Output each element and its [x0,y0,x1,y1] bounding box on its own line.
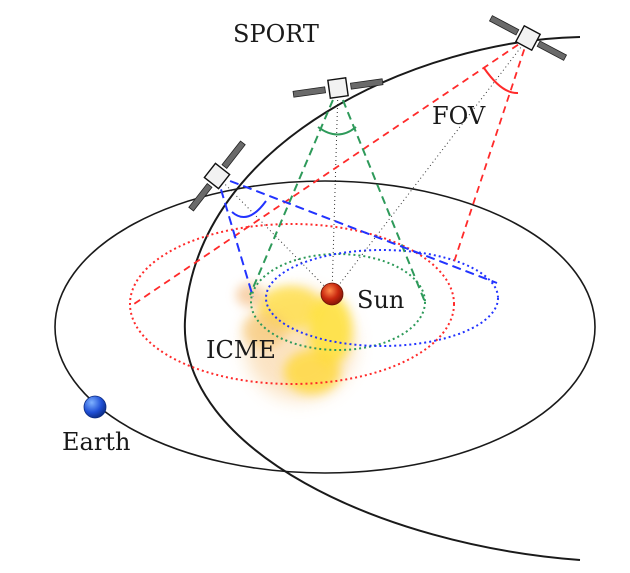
earth-label: Earth [62,428,130,456]
red-fov-angle-arc [483,67,519,95]
sightlines [216,37,529,295]
sport-orbit [183,36,581,561]
green-fov-ellipse [250,253,426,351]
green-fov-angle-arc [317,126,357,136]
sun-label: Sun [357,286,404,314]
blue-fov-cone [216,175,498,298]
satellite-icon [488,15,568,61]
satellite-icon [292,77,384,99]
earth-orbit [54,180,596,474]
earth-icon [83,395,107,419]
blue-fov-ellipse [265,249,499,347]
red-fov-ellipse [129,223,455,385]
satellite-icon [188,140,246,212]
fov-label: FOV [432,102,486,130]
sport-label: SPORT [233,20,319,48]
icme-label: ICME [206,336,276,364]
sun-icon [320,282,344,306]
red-fov-cone [133,37,529,305]
green-fov-cone [249,87,426,303]
blue-fov-angle-arc [231,200,267,219]
